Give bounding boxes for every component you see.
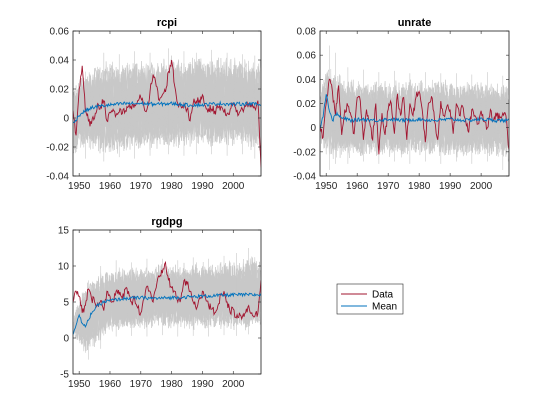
y-tick-label: 0.08 xyxy=(297,27,317,38)
y-tick-label: 15 xyxy=(58,226,70,237)
x-tick-label: 1960 xyxy=(99,379,122,390)
legend-label-data: Data xyxy=(372,290,394,301)
series-line-mean xyxy=(73,292,261,336)
x-tick-label: 1950 xyxy=(68,379,91,390)
x-tick-label: 1970 xyxy=(130,181,153,192)
x-tick-label: 2000 xyxy=(222,181,245,192)
y-tick-label: 10 xyxy=(58,262,70,273)
y-tick-label: -0.04 xyxy=(293,172,316,183)
simulation-path xyxy=(320,74,509,154)
plot-area xyxy=(320,45,509,170)
y-tick-label: 0.06 xyxy=(50,27,70,38)
y-tick-label: 0 xyxy=(310,123,316,134)
chart-title: rcpi xyxy=(157,17,177,29)
y-tick-label: 0.04 xyxy=(50,56,70,67)
x-tick-label: 1990 xyxy=(191,379,214,390)
y-tick-label: -0.02 xyxy=(293,147,316,158)
chart-rcpi: 1950 1960 1970 1980 1990 2000 -0.04 -0.02 0 0.02 0… xyxy=(46,17,262,192)
x-tick-label: 1950 xyxy=(315,181,338,192)
plot-area xyxy=(73,48,261,168)
x-tick-label: 1970 xyxy=(377,181,400,192)
series-line-mean xyxy=(73,100,261,124)
y-tick-label: 0.02 xyxy=(50,85,70,96)
x-tick-label: 2000 xyxy=(470,181,493,192)
x-tick-label: 1970 xyxy=(130,379,153,390)
legend-label-mean: Mean xyxy=(372,302,397,313)
y-tick-label: 0 xyxy=(63,114,69,125)
chart-title: unrate xyxy=(398,17,432,29)
x-tick-label: 1950 xyxy=(68,181,91,192)
y-tick-label: 0.02 xyxy=(297,99,317,110)
legend-box xyxy=(336,283,404,315)
x-tick-label: 1960 xyxy=(346,181,369,192)
chart-unrate: 1950 1960 1970 1980 1990 2000 -0.04 -0.02 0 0.02 0… xyxy=(293,17,510,192)
y-tick-label: -0.02 xyxy=(46,143,69,154)
y-tick-label: 5 xyxy=(63,298,69,309)
plot-area xyxy=(73,248,261,360)
x-tick-label: 1960 xyxy=(99,181,122,192)
x-tick-label: 1990 xyxy=(191,181,214,192)
x-tick-label: 1980 xyxy=(160,181,183,192)
axes-frame xyxy=(72,30,262,177)
x-tick-label: 1980 xyxy=(408,181,431,192)
x-tick-label: 1980 xyxy=(160,379,183,390)
chart-title: rgdpg xyxy=(151,216,182,228)
y-tick-label: 0 xyxy=(63,334,69,345)
series-line-data xyxy=(73,59,261,168)
y-tick-label: -0.04 xyxy=(46,172,69,183)
x-tick-label: 2000 xyxy=(222,379,245,390)
y-tick-label: -5 xyxy=(60,370,69,381)
chart-rgdpg: 1950 1960 1970 1980 1990 2000 -5 0 5 10 15 rgdpg xyxy=(58,216,262,390)
y-tick-label: 0.04 xyxy=(297,75,317,86)
x-tick-label: 1990 xyxy=(439,181,462,192)
series-line-mean xyxy=(320,94,509,129)
series-line-data xyxy=(320,78,509,155)
series-line-data xyxy=(73,260,261,321)
y-tick-label: 0.06 xyxy=(297,51,317,62)
